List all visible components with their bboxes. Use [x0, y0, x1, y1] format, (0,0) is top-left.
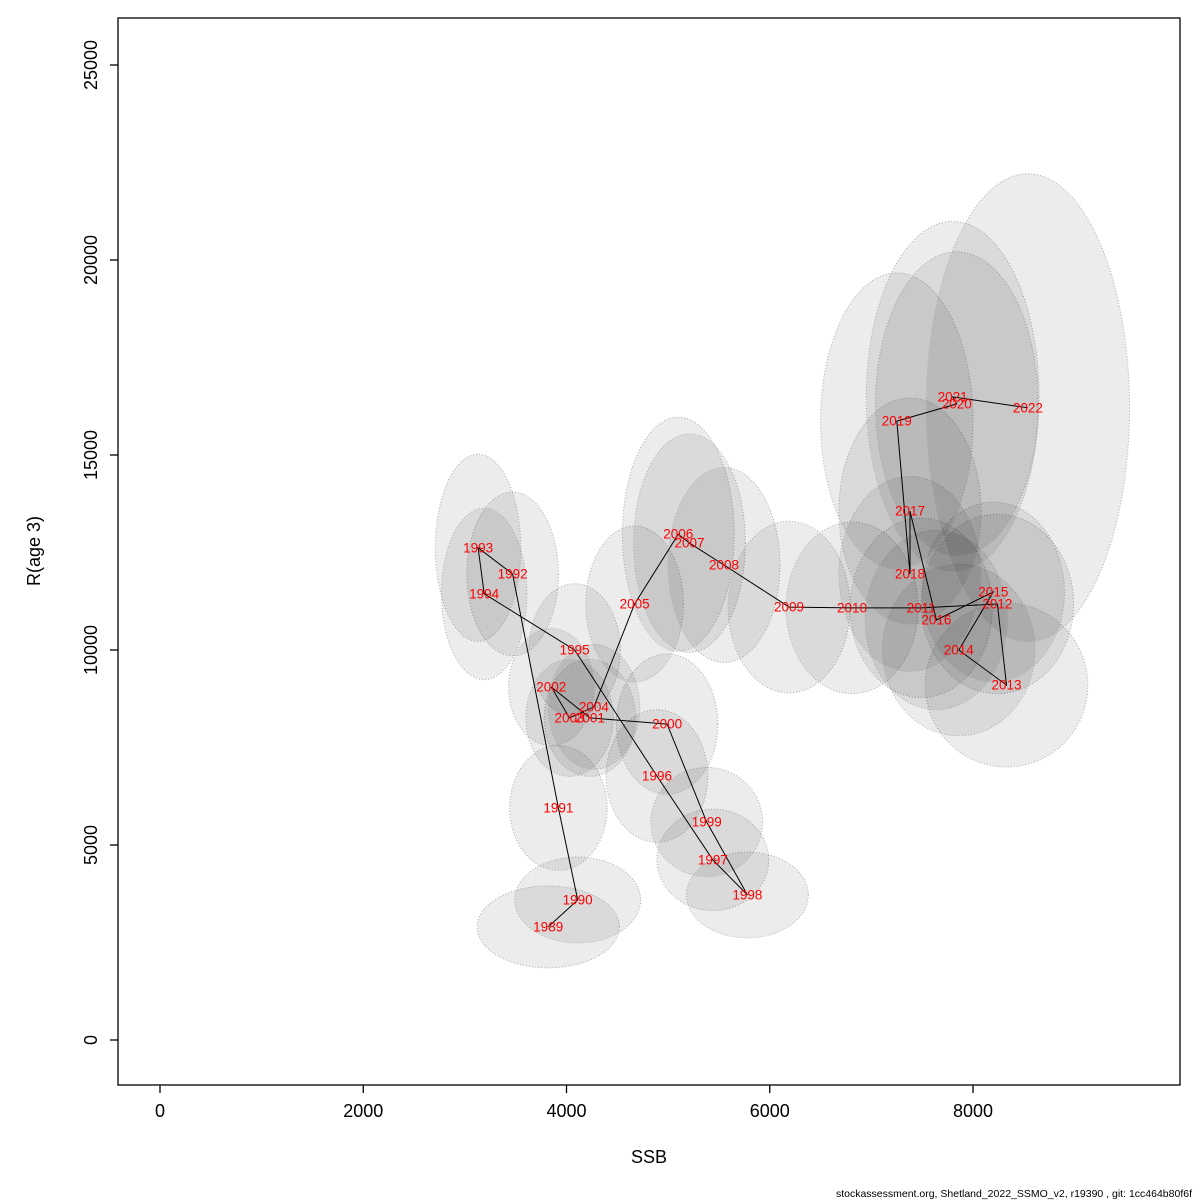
year-label-2016: 2016: [921, 612, 951, 627]
year-label-2007: 2007: [674, 536, 704, 551]
year-label-1997: 1997: [698, 852, 728, 867]
year-label-2019: 2019: [882, 414, 912, 429]
year-label-1993: 1993: [463, 540, 493, 555]
y-tick-label: 0: [81, 1035, 101, 1045]
axes-layer: 0 2000 4000 6000 8000 0 5000 10000 15000 20000 250…: [81, 17, 1181, 1121]
x-tick-label: 0: [155, 1101, 165, 1121]
footer-credit: stockassessment.org, Shetland_2022_SSMO_…: [836, 1188, 1192, 1200]
year-label-2008: 2008: [709, 557, 739, 572]
year-label-2011: 2011: [907, 600, 936, 615]
y-axis-title: R(age 3): [24, 516, 44, 586]
y-tick-label: 10000: [81, 625, 101, 675]
x-tick-label: 2000: [343, 1101, 383, 1121]
year-label-1998: 1998: [732, 887, 762, 902]
year-label-1989: 1989: [533, 919, 563, 934]
year-label-2001: 2001: [575, 710, 605, 725]
year-label-2018: 2018: [895, 566, 925, 581]
year-label-2002: 2002: [536, 680, 566, 695]
year-label-2021: 2021: [938, 389, 968, 404]
year-label-2004: 2004: [579, 699, 610, 714]
y-tick-label: 20000: [81, 235, 101, 285]
year-label-2015: 2015: [978, 584, 1008, 599]
year-label-2012: 2012: [982, 596, 1012, 611]
x-axis-title: SSB: [631, 1147, 667, 1167]
y-tick-label: 25000: [81, 40, 101, 90]
year-label-2013: 2013: [992, 678, 1022, 693]
x-tick-label: 8000: [953, 1101, 993, 1121]
year-label-1992: 1992: [498, 566, 528, 581]
year-label-2020: 2020: [942, 396, 972, 411]
plot-border: [117, 17, 1181, 1086]
year-label-1990: 1990: [563, 892, 593, 907]
confidence-ellipse-layer: [434, 173, 1131, 969]
year-label-1995: 1995: [560, 643, 590, 658]
trajectory-line: [477, 396, 1028, 928]
year-label-2022: 2022: [1013, 400, 1043, 415]
year-label-1991: 1991: [543, 800, 573, 815]
year-label-2005: 2005: [620, 596, 650, 611]
year-label-2010: 2010: [837, 600, 867, 615]
year-label-2017: 2017: [895, 504, 925, 519]
year-label-2009: 2009: [774, 600, 804, 615]
y-tick-label: 15000: [81, 430, 101, 480]
year-label-2006: 2006: [663, 527, 693, 542]
x-tick-label: 4000: [546, 1101, 586, 1121]
year-label-2014: 2014: [944, 643, 975, 658]
year-label-1994: 1994: [469, 586, 500, 601]
year-label-2003: 2003: [555, 710, 585, 725]
y-tick-label: 5000: [81, 825, 101, 865]
year-label-1999: 1999: [692, 814, 722, 829]
year-label-1996: 1996: [642, 768, 672, 783]
year-label-2000: 2000: [652, 717, 682, 732]
x-tick-label: 6000: [750, 1101, 790, 1121]
